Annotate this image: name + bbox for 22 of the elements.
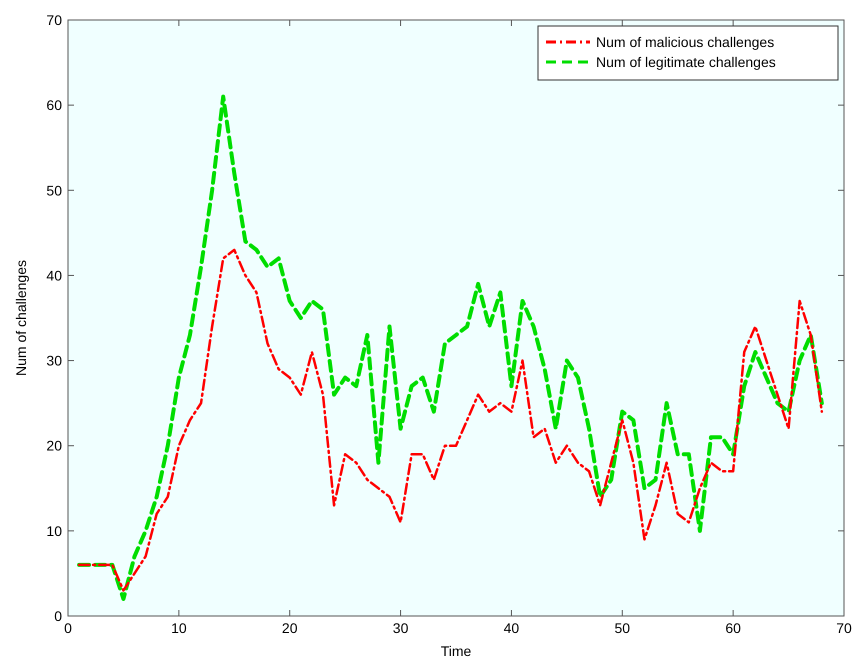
x-tick-label: 70	[836, 620, 852, 636]
line-series	[78, 248, 824, 592]
x-tick-label: 30	[392, 620, 409, 636]
legend-label: Num of legitimate challenges	[596, 54, 776, 70]
y-axis-title: Num of challenges	[13, 260, 29, 376]
y-tick-label: 40	[46, 267, 62, 284]
x-tick-label: 0	[64, 620, 72, 636]
y-tick-label: 30	[46, 352, 62, 369]
x-tick-label: 50	[614, 620, 630, 636]
y-tick-label: 60	[46, 97, 62, 114]
legend-label: Num of malicious challenges	[596, 34, 774, 50]
y-tick-label: 10	[46, 522, 62, 539]
y-tick-label: 0	[54, 608, 62, 624]
x-tick-label: 10	[171, 620, 187, 636]
line-series	[77, 94, 824, 601]
x-tick-label: 60	[725, 620, 742, 636]
x-tick-label: 20	[282, 620, 298, 636]
x-tick-label: 40	[504, 620, 520, 636]
y-tick-label: 20	[46, 438, 62, 454]
y-tick-label: 50	[46, 182, 62, 198]
y-tick-label: 70	[46, 12, 62, 28]
x-axis-title: Time	[440, 643, 472, 659]
